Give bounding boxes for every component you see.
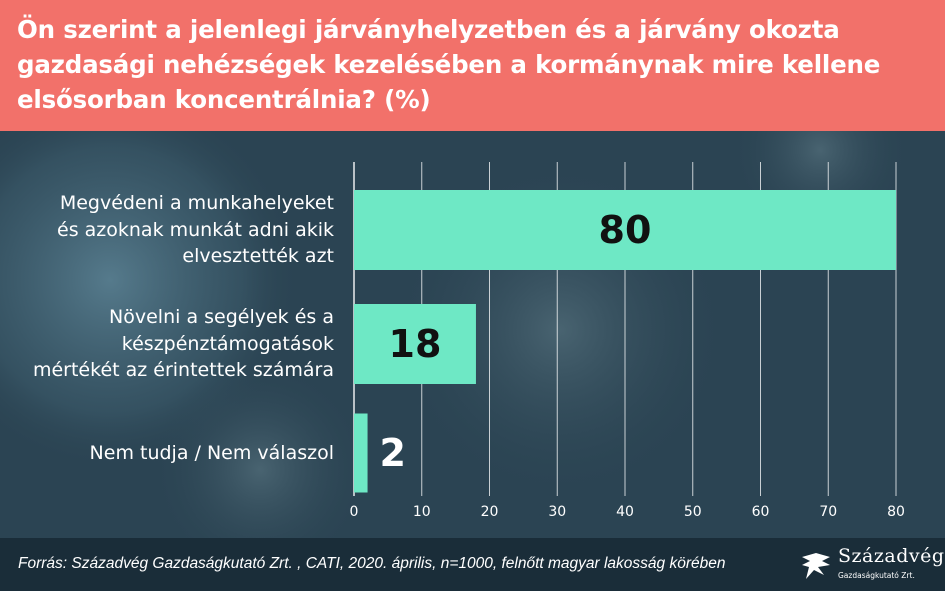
bar <box>354 413 368 493</box>
category-label-line: Megvédeni a munkahelyeket <box>59 192 334 215</box>
title-banner: Ön szerint a jelenlegi járványhelyzetben… <box>0 0 945 131</box>
bar-value-label: 2 <box>379 431 406 475</box>
brand-logo: Századvég Gazdaságkutató Zrt. <box>800 545 944 587</box>
category-label-line: és azoknak munkát adni akik <box>57 218 334 241</box>
bar-value-label: 80 <box>598 208 652 252</box>
category-label: Nem tudja / Nem válaszol <box>14 440 334 467</box>
x-tick-label: 50 <box>683 504 702 520</box>
x-tick-label: 40 <box>616 504 634 520</box>
footer-bar <box>0 538 945 591</box>
category-label-line: Nem tudja / Nem válaszol <box>89 441 334 464</box>
chart-title: Ön szerint a jelenlegi járványhelyzetben… <box>17 15 881 114</box>
category-label: Növelni a segélyek és a készpénztámogatás… <box>14 304 334 384</box>
x-tick-label: 20 <box>480 504 499 520</box>
x-tick-label: 80 <box>887 504 905 520</box>
category-label: Megvédeni a munkahelyeket és azoknak munk… <box>14 190 334 270</box>
logo-name: Századvég <box>838 545 945 567</box>
x-tick-label: 60 <box>751 504 770 520</box>
bar <box>354 190 896 270</box>
bar-value-label: 18 <box>388 322 442 366</box>
x-tick-label: 70 <box>819 504 838 520</box>
source-note: Forrás: Századvég Gazdaságkutató Zrt. , … <box>18 555 726 572</box>
category-label-line: mértékét az érintettek számára <box>32 359 334 382</box>
eagle-logo-icon <box>802 553 830 579</box>
category-label-line: Növelni a segélyek és a <box>109 306 334 329</box>
category-label-line: készpénztámogatások <box>121 332 334 355</box>
category-label-line: elvesztették azt <box>182 245 334 268</box>
logo-subtitle: Gazdaságkutató Zrt. <box>838 571 915 580</box>
bar <box>354 304 476 384</box>
x-tick-label: 0 <box>349 504 359 520</box>
x-tick-label: 30 <box>548 504 567 520</box>
x-tick-label: 10 <box>412 504 431 520</box>
